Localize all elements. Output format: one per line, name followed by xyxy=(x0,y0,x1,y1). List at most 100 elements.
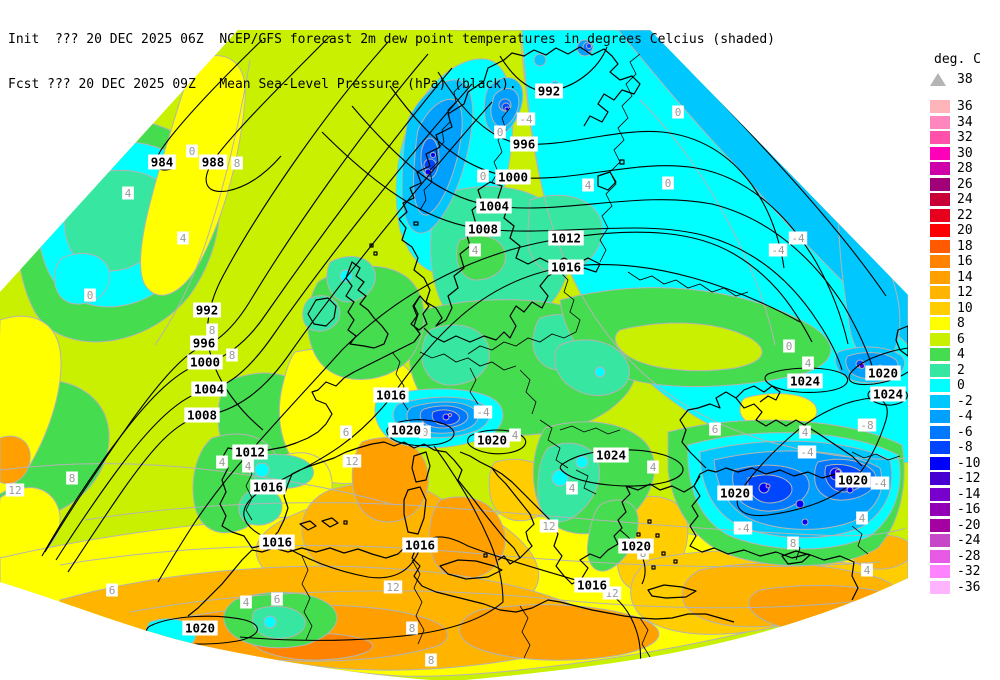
pressure-label-shape: 1016 xyxy=(551,260,581,275)
coastlines-shape xyxy=(251,543,735,623)
dewpoint-label-shape xyxy=(342,454,362,468)
dewpoint-label: -4 xyxy=(733,521,753,535)
dewpoint-label-shape: 0 xyxy=(422,426,429,439)
dewpoint-label-shape xyxy=(797,445,817,459)
pressure-label: 1020 xyxy=(835,472,871,488)
coastlines-shape xyxy=(299,520,317,531)
dewpoint-label-shape: 8 xyxy=(409,622,416,635)
coastlines-shape xyxy=(369,243,374,248)
dewpoint-label: 4 xyxy=(566,481,578,495)
legend-swatch xyxy=(930,487,950,501)
pressure-label: 992 xyxy=(193,302,221,318)
pressure-label: 1020 xyxy=(474,432,510,448)
dewpoint-label-shape xyxy=(231,156,243,170)
legend-swatch xyxy=(930,394,950,408)
dewpoint-shading-shape xyxy=(871,30,908,50)
pressure-label-shape: 1016 xyxy=(577,578,607,593)
pressure-label-shape: 1020 xyxy=(868,366,898,381)
legend-entry: 36 xyxy=(930,99,1000,115)
legend-value: 24 xyxy=(957,192,973,208)
dewpoint-label-shape: 8 xyxy=(790,537,797,550)
pressure-label: 992 xyxy=(535,83,563,99)
coastlines-shape xyxy=(187,549,253,617)
dewpoint-label: 4 xyxy=(856,511,868,525)
pressure-label: 1008 xyxy=(184,407,220,423)
country-borders-shape xyxy=(301,555,313,641)
pressure-label: 1024 xyxy=(870,386,906,402)
legend-entry: 12 xyxy=(930,285,1000,301)
legend-entry: 8 xyxy=(930,316,1000,332)
legend-value: 30 xyxy=(957,145,973,161)
dewpoint-label-shape xyxy=(186,144,198,158)
legend-entry: 16 xyxy=(930,254,1000,270)
dewpoint-label-shape xyxy=(861,563,873,577)
pressure-label: 1000 xyxy=(495,169,531,185)
dewpoint-shading-shape xyxy=(765,483,771,489)
dewpoint-label: 0 xyxy=(662,176,674,190)
pressure-label: 988 xyxy=(199,154,227,170)
dewpoint-label-shape xyxy=(539,519,559,533)
legend-value: 4 xyxy=(957,347,965,363)
dewpoint-label-shape: 4 xyxy=(859,512,866,525)
pressure-label: 984 xyxy=(148,154,176,170)
dewpoint-label-shape: 4 xyxy=(569,482,576,495)
legend-entry: -6 xyxy=(930,425,1000,441)
pressure-contours-shape xyxy=(736,397,888,517)
dewpoint-label-shape: 4 xyxy=(219,456,226,469)
dewpoint-label: 0 xyxy=(494,125,506,139)
pressure-label-shape xyxy=(199,154,227,170)
legend-entry: 14 xyxy=(930,270,1000,286)
dewpoint-shading-shape xyxy=(586,43,592,49)
dewpoint-label-shape: 4 xyxy=(512,429,519,442)
dewpoint-label: 8 xyxy=(406,621,418,635)
legend-swatch xyxy=(930,456,950,470)
dewpoint-contours-shape xyxy=(59,545,881,568)
legend-swatch xyxy=(930,348,950,362)
legend-value: 18 xyxy=(957,238,973,254)
dewpoint-shading-shape xyxy=(795,499,805,509)
coastlines-shape xyxy=(411,451,431,483)
coastlines-shape xyxy=(398,46,641,220)
dewpoint-label: 0 xyxy=(783,339,795,353)
pressure-label: 1004 xyxy=(191,381,227,397)
legend-swatch xyxy=(930,580,950,594)
dewpoint-label: 4 xyxy=(240,595,252,609)
dewpoint-label-shape xyxy=(857,418,877,432)
pressure-label-shape: 1004 xyxy=(479,199,509,214)
legend-value: -32 xyxy=(957,564,981,580)
dewpoint-label-shape xyxy=(240,595,252,609)
legend-swatch xyxy=(930,472,950,486)
legend-swatch xyxy=(930,301,950,315)
legend-swatch xyxy=(930,177,950,191)
legend-entry: -32 xyxy=(930,564,1000,580)
legend-swatch xyxy=(930,286,950,300)
pressure-label-shape: 1020 xyxy=(720,486,750,501)
legend-entry: 22 xyxy=(930,208,1000,224)
dewpoint-label: 4 xyxy=(177,231,189,245)
pressure-label-shape xyxy=(548,230,584,246)
dewpoint-label: -4 xyxy=(473,405,493,419)
pressure-label: 1012 xyxy=(548,230,584,246)
country-borders-shape xyxy=(599,53,641,263)
pressure-contours-shape xyxy=(351,105,875,373)
pressure-label-shape: 992 xyxy=(196,303,219,318)
dewpoint-label-shape xyxy=(662,176,674,190)
country-borders-shape xyxy=(411,559,425,645)
dewpoint-label-shape xyxy=(509,428,521,442)
dewpoint-label-shape xyxy=(271,592,283,606)
pressure-label-shape: 996 xyxy=(193,336,216,351)
dewpoint-label-shape: 4 xyxy=(805,357,812,370)
pressure-label-shape xyxy=(865,365,901,381)
pressure-label-shape xyxy=(465,221,501,237)
pressure-label-shape: 1016 xyxy=(253,480,283,495)
dewpoint-label: 12 xyxy=(383,580,403,594)
pressure-label-shape: 1024 xyxy=(790,374,820,389)
pressure-label-shape: 1008 xyxy=(468,222,498,237)
dewpoint-label-shape: -4 xyxy=(771,244,785,257)
dewpoint-label: -4 xyxy=(788,231,808,245)
dewpoint-label: 8 xyxy=(787,536,799,550)
legend-swatch xyxy=(930,410,950,424)
coastlines-shape xyxy=(219,371,521,565)
pressure-label-shape: 992 xyxy=(538,84,561,99)
dewpoint-label-shape: -4 xyxy=(519,113,533,126)
